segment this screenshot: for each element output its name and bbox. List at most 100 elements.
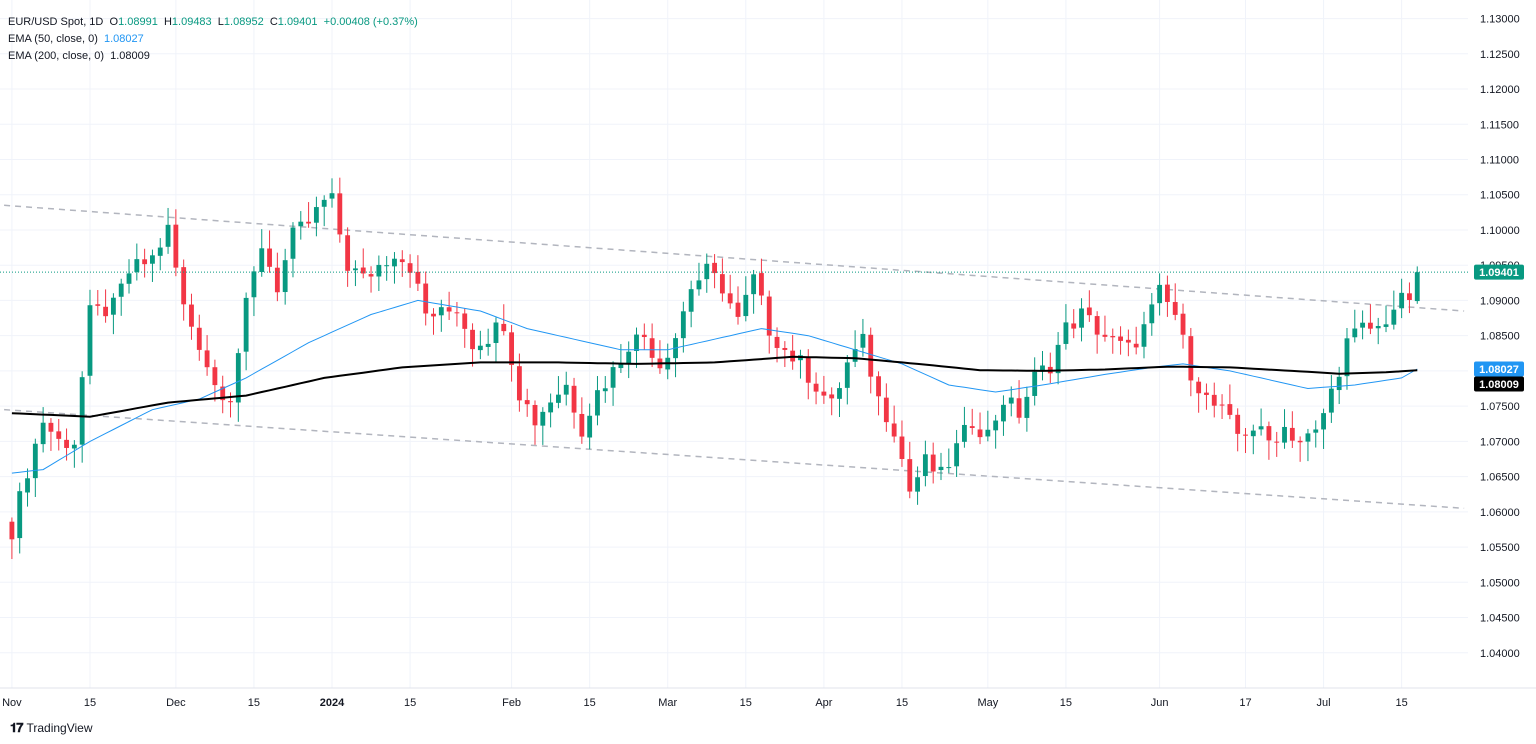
candle-body[interactable] xyxy=(813,383,819,392)
candle-body[interactable] xyxy=(48,422,54,432)
candle-body[interactable] xyxy=(766,296,772,336)
candle-body[interactable] xyxy=(852,349,858,362)
candle-body[interactable] xyxy=(485,343,491,347)
candle-body[interactable] xyxy=(821,391,827,396)
candle-body[interactable] xyxy=(1399,292,1405,309)
candle-body[interactable] xyxy=(727,293,733,304)
candle-body[interactable] xyxy=(438,307,444,316)
candle-body[interactable] xyxy=(891,423,897,437)
candle-body[interactable] xyxy=(602,388,608,392)
candle-body[interactable] xyxy=(556,394,561,403)
candle-body[interactable] xyxy=(290,227,296,259)
candle-body[interactable] xyxy=(751,274,757,295)
candle-body[interactable] xyxy=(1110,336,1116,338)
candle-body[interactable] xyxy=(1211,394,1217,406)
candle-body[interactable] xyxy=(415,271,421,284)
candle-body[interactable] xyxy=(25,478,30,493)
candle-body[interactable] xyxy=(1344,338,1350,377)
candle-body[interactable] xyxy=(1094,316,1100,335)
candle-body[interactable] xyxy=(743,294,749,317)
candle-body[interactable] xyxy=(220,386,226,401)
candle-body[interactable] xyxy=(126,273,132,284)
candle-body[interactable] xyxy=(251,271,257,298)
candle-body[interactable] xyxy=(954,443,960,467)
candle-body[interactable] xyxy=(844,362,850,388)
candle-body[interactable] xyxy=(571,385,577,413)
trendline[interactable] xyxy=(4,408,1465,510)
candle-body[interactable] xyxy=(977,429,983,438)
candle-body[interactable] xyxy=(688,289,694,312)
candle-body[interactable] xyxy=(1204,392,1209,395)
candle-body[interactable] xyxy=(110,297,116,315)
candle-body[interactable] xyxy=(1219,404,1225,406)
candle-body[interactable] xyxy=(1118,336,1123,341)
candle-body[interactable] xyxy=(1321,413,1326,430)
candle-body[interactable] xyxy=(1274,441,1280,443)
candle-body[interactable] xyxy=(1040,365,1045,371)
candle-body[interactable] xyxy=(868,334,874,377)
candle-body[interactable] xyxy=(641,334,647,338)
candle-body[interactable] xyxy=(79,377,85,445)
candle-body[interactable] xyxy=(915,477,920,492)
candle-body[interactable] xyxy=(87,305,93,376)
tradingview-logo[interactable]: 𝟏𝟕 TradingView xyxy=(10,720,93,736)
candle-body[interactable] xyxy=(9,521,15,540)
candle-body[interactable] xyxy=(1266,426,1272,441)
candle-body[interactable] xyxy=(907,459,913,492)
candle-body[interactable] xyxy=(243,297,249,352)
candle-body[interactable] xyxy=(961,424,967,442)
candle-body[interactable] xyxy=(1133,343,1139,348)
candle-body[interactable] xyxy=(946,467,952,469)
candle-body[interactable] xyxy=(1250,430,1256,437)
candle-body[interactable] xyxy=(899,436,905,459)
candle-body[interactable] xyxy=(384,265,390,267)
candle-body[interactable] xyxy=(1282,426,1287,443)
candle-body[interactable] xyxy=(493,322,499,343)
candle-body[interactable] xyxy=(1414,272,1420,302)
candle-body[interactable] xyxy=(235,353,241,403)
candle-body[interactable] xyxy=(883,397,889,423)
candle-body[interactable] xyxy=(165,224,171,247)
candle-body[interactable] xyxy=(282,260,288,293)
candle-body[interactable] xyxy=(329,193,335,199)
candle-body[interactable] xyxy=(1024,396,1030,418)
candle-body[interactable] xyxy=(274,267,280,293)
candle-body[interactable] xyxy=(540,411,546,426)
candle-body[interactable] xyxy=(595,390,600,416)
ema200-row[interactable]: EMA (200, close, 0) 1.08009 xyxy=(8,48,418,65)
candle-body[interactable] xyxy=(649,338,655,358)
candle-body[interactable] xyxy=(1180,313,1186,335)
candle-body[interactable] xyxy=(1360,322,1366,328)
candle-body[interactable] xyxy=(40,422,46,445)
candle-body[interactable] xyxy=(103,306,109,317)
candle-body[interactable] xyxy=(1172,302,1178,315)
candle-body[interactable] xyxy=(1149,304,1155,324)
time-axis[interactable]: Nov 15 Dec 15 2024 15 Feb 15 Mar 15 Apr 15 May 15 Jun 1… xyxy=(2,697,1408,709)
candle-body[interactable] xyxy=(1102,334,1108,337)
candle-body[interactable] xyxy=(1258,426,1264,430)
candle-body[interactable] xyxy=(1391,309,1397,325)
candle-body[interactable] xyxy=(634,334,639,352)
candle-body[interactable] xyxy=(150,255,155,264)
candle-body[interactable] xyxy=(1188,336,1194,381)
candle-body[interactable] xyxy=(509,332,515,365)
candle-body[interactable] xyxy=(446,307,452,312)
candle-body[interactable] xyxy=(1001,404,1006,422)
candle-body[interactable] xyxy=(524,400,530,405)
candle-body[interactable] xyxy=(805,356,811,383)
candle-body[interactable] xyxy=(71,444,77,449)
candle-body[interactable] xyxy=(1032,371,1038,396)
candle-body[interactable] xyxy=(680,311,686,339)
candle-body[interactable] xyxy=(1305,433,1311,442)
candle-body[interactable] xyxy=(993,420,999,431)
candle-body[interactable] xyxy=(1313,429,1319,433)
candle-body[interactable] xyxy=(774,336,780,348)
candle-body[interactable] xyxy=(1235,414,1241,434)
candle-body[interactable] xyxy=(1063,322,1069,344)
candle-body[interactable] xyxy=(938,466,944,471)
candle-body[interactable] xyxy=(454,312,460,314)
candle-body[interactable] xyxy=(399,259,405,263)
candle-body[interactable] xyxy=(1086,307,1092,316)
candle-body[interactable] xyxy=(719,274,725,294)
